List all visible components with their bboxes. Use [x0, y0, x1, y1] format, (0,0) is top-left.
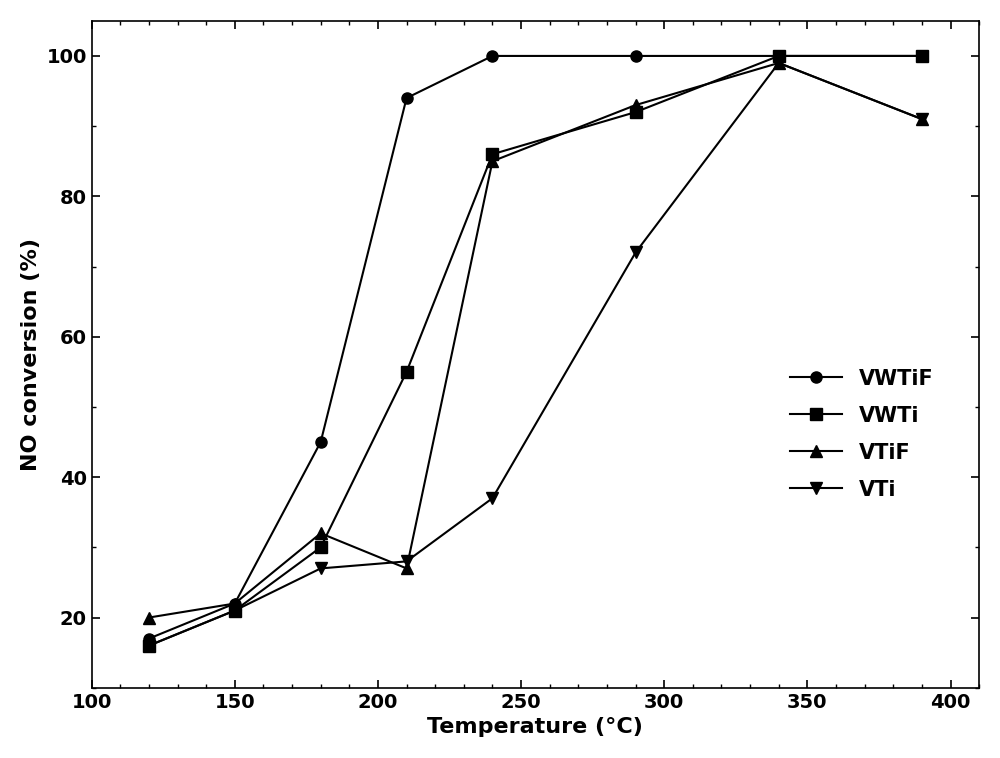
Line: VTi: VTi [143, 58, 927, 651]
VTiF [229, 599, 241, 608]
VWTiF [229, 599, 241, 608]
VTi [486, 493, 498, 503]
VWTiF [916, 52, 928, 61]
VWTi [401, 368, 413, 377]
VTi [143, 641, 155, 650]
VWTi [229, 606, 241, 615]
VTiF [916, 114, 928, 124]
VTiF [630, 101, 642, 110]
VTiF [143, 613, 155, 622]
Line: VTiF: VTiF [143, 58, 927, 623]
VWTiF [630, 52, 642, 61]
VTiF [486, 157, 498, 166]
VWTi [315, 543, 327, 552]
VWTiF [486, 52, 498, 61]
VWTiF [143, 634, 155, 643]
VWTi [773, 52, 785, 61]
VWTiF [773, 52, 785, 61]
X-axis label: Temperature (°C): Temperature (°C) [427, 717, 643, 738]
Line: VWTiF: VWTiF [143, 50, 927, 644]
VTi [229, 606, 241, 615]
Line: VWTi: VWTi [143, 50, 927, 651]
VWTi [143, 641, 155, 650]
VWTiF [401, 93, 413, 102]
VTiF [315, 529, 327, 538]
VTi [315, 564, 327, 573]
VWTi [916, 52, 928, 61]
Y-axis label: NO conversion (%): NO conversion (%) [21, 238, 41, 471]
VTi [916, 114, 928, 124]
VWTi [486, 149, 498, 158]
Legend: VWTiF, VWTi, VTiF, VTi: VWTiF, VWTi, VTiF, VTi [782, 360, 942, 509]
VTi [630, 248, 642, 257]
VTi [401, 557, 413, 566]
VTi [773, 58, 785, 67]
VWTi [630, 108, 642, 117]
VTiF [401, 564, 413, 573]
VWTiF [315, 437, 327, 446]
VTiF [773, 58, 785, 67]
